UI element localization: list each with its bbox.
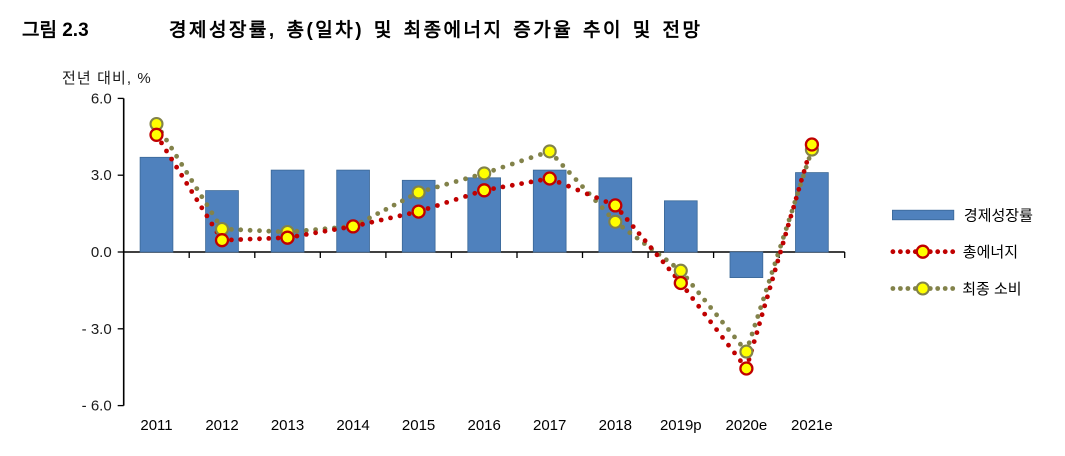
svg-text:- 6.0: - 6.0: [82, 398, 112, 415]
svg-text:2016: 2016: [468, 417, 501, 434]
svg-text:2020e: 2020e: [726, 417, 768, 434]
svg-text:0.0: 0.0: [91, 244, 112, 261]
svg-text:2011: 2011: [140, 417, 172, 434]
svg-text:2018: 2018: [599, 417, 632, 434]
svg-text:2013: 2013: [271, 417, 304, 434]
svg-text:경제성장률: 경제성장률: [964, 208, 1033, 225]
svg-text:2015: 2015: [402, 417, 435, 434]
svg-text:2021e: 2021e: [791, 417, 833, 434]
svg-text:6.0: 6.0: [91, 90, 112, 107]
svg-text:2012: 2012: [205, 417, 238, 434]
svg-text:2014: 2014: [336, 417, 369, 434]
svg-text:총에너지: 총에너지: [963, 244, 1018, 261]
svg-text:2019p: 2019p: [660, 417, 702, 434]
svg-text:3.0: 3.0: [91, 167, 112, 184]
svg-text:최종 소비: 최종 소비: [962, 281, 1021, 298]
svg-text:- 3.0: - 3.0: [82, 321, 112, 338]
svg-text:2017: 2017: [533, 417, 566, 434]
